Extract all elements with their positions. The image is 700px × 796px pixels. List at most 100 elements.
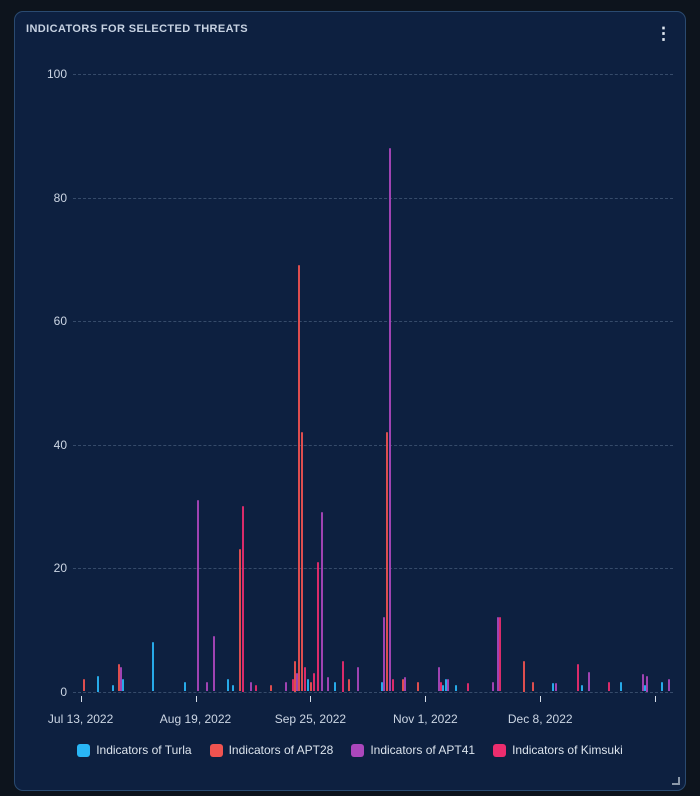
bar-apt41[interactable]	[496, 617, 499, 692]
bar-apt41[interactable]	[446, 679, 449, 692]
legend-label-apt28: Indicators of APT28	[228, 743, 334, 757]
x-axis-tick-3	[425, 695, 427, 702]
bar-turla[interactable]	[380, 682, 383, 692]
bar-turla[interactable]	[121, 679, 124, 692]
bar-kimsuki[interactable]	[292, 679, 295, 692]
bar-apt41[interactable]	[284, 682, 287, 692]
panel-title: INDICATORS FOR SELECTED THREATS	[26, 23, 249, 35]
bar-apt41[interactable]	[554, 683, 557, 692]
kimsuki-swatch-icon	[493, 743, 507, 757]
x-axis-label-0: Jul 13, 2022	[47, 712, 114, 726]
bar-apt28[interactable]	[347, 679, 350, 692]
bar-turla[interactable]	[111, 685, 114, 692]
corner-resize-icon[interactable]	[672, 777, 680, 785]
x-axis-label-4: Dec 8, 2022	[507, 712, 573, 726]
bar-kimsuki[interactable]	[498, 617, 501, 692]
bar-apt41[interactable]	[383, 617, 386, 692]
bar-apt28[interactable]	[531, 682, 534, 692]
kebab-menu-icon[interactable]: ⋮	[655, 24, 672, 43]
bar-turla[interactable]	[643, 685, 646, 692]
bar-apt41[interactable]	[667, 679, 670, 692]
x-axis-tick-5	[655, 695, 657, 702]
bar-apt41[interactable]	[250, 682, 253, 692]
bar-turla[interactable]	[227, 679, 230, 692]
x-axis-label-1: Aug 19, 2022	[159, 712, 232, 726]
bar-apt41[interactable]	[296, 672, 299, 692]
bar-kimsuki[interactable]	[342, 660, 345, 692]
bar-kimsuki[interactable]	[316, 561, 319, 692]
bar-apt28[interactable]	[82, 679, 85, 692]
bar-apt28[interactable]	[238, 549, 241, 692]
y-axis-label-20: 20	[53, 561, 67, 575]
y-axis-label-80: 80	[53, 190, 67, 205]
bar-kimsuki[interactable]	[466, 683, 469, 692]
bar-kimsuki[interactable]	[439, 681, 442, 692]
bar-apt41[interactable]	[642, 674, 645, 692]
gridline-y-100	[73, 74, 673, 75]
y-axis-label-40: 40	[53, 437, 67, 452]
bar-kimsuki[interactable]	[255, 685, 258, 692]
legend-label-kimsuki: Indicators of Kimsuki	[512, 743, 623, 757]
legend-item-apt28[interactable]: Indicators of APT28	[209, 743, 334, 757]
legend-label-turla: Indicators of Turla	[96, 743, 192, 757]
gridline-y-60	[73, 321, 673, 322]
legend-item-kimsuki[interactable]: Indicators of Kimsuki	[493, 743, 623, 757]
bar-turla[interactable]	[580, 685, 583, 692]
bar-turla[interactable]	[306, 679, 309, 692]
apt41-swatch-icon	[351, 743, 365, 757]
bar-turla[interactable]	[442, 685, 445, 692]
x-axis-tick-1	[195, 695, 197, 702]
gridline-y-0	[73, 691, 673, 693]
bar-apt41[interactable]	[492, 682, 495, 692]
bar-apt41[interactable]	[388, 148, 391, 692]
bar-apt28[interactable]	[297, 265, 300, 692]
chart-legend: Indicators of Turla Indicators of APT28 …	[15, 743, 685, 757]
bar-turla[interactable]	[333, 682, 336, 692]
bar-apt28[interactable]	[118, 663, 121, 692]
bar-apt28[interactable]	[523, 660, 526, 692]
chart-plot: 0 20 40 60 80 100 Jul 13, 2022 Aug 19, 2022 Sep …	[15, 12, 685, 790]
bar-kimsuki[interactable]	[392, 679, 395, 692]
x-axis-label-3: Nov 1, 2022	[392, 712, 458, 726]
bar-turla[interactable]	[151, 642, 154, 692]
y-axis-label-100: 100	[46, 67, 67, 81]
bar-turla[interactable]	[660, 682, 663, 692]
bar-turla[interactable]	[619, 682, 622, 692]
bar-turla[interactable]	[551, 683, 554, 692]
bar-turla[interactable]	[232, 685, 235, 692]
bar-apt41[interactable]	[356, 666, 359, 692]
bar-apt41[interactable]	[196, 500, 199, 692]
bar-turla[interactable]	[444, 679, 447, 692]
turla-swatch-icon	[77, 743, 91, 757]
bar-apt41[interactable]	[403, 677, 406, 692]
x-axis-tick-0	[80, 695, 82, 702]
bar-kimsuki[interactable]	[242, 506, 245, 692]
bar-kimsuki[interactable]	[303, 666, 306, 692]
bar-turla[interactable]	[183, 682, 186, 692]
bar-apt41[interactable]	[587, 672, 590, 692]
bar-apt28[interactable]	[416, 682, 419, 692]
bar-apt28[interactable]	[269, 685, 272, 692]
bar-apt41[interactable]	[119, 666, 122, 692]
bar-apt41[interactable]	[646, 676, 649, 692]
bar-turla[interactable]	[455, 685, 458, 692]
legend-item-apt41[interactable]: Indicators of APT41	[351, 743, 475, 757]
bar-apt41[interactable]	[326, 677, 329, 692]
bar-apt41[interactable]	[205, 682, 208, 692]
bar-apt28[interactable]	[310, 682, 313, 692]
bar-apt41[interactable]	[437, 666, 440, 692]
bar-apt28[interactable]	[301, 432, 304, 692]
bar-apt28[interactable]	[401, 679, 404, 692]
bar-kimsuki[interactable]	[607, 682, 610, 692]
apt28-swatch-icon	[209, 743, 223, 757]
bar-kimsuki[interactable]	[312, 672, 315, 692]
bar-kimsuki[interactable]	[576, 664, 579, 692]
bar-apt28[interactable]	[293, 660, 296, 692]
bar-apt41[interactable]	[320, 512, 323, 692]
bar-apt28[interactable]	[385, 432, 388, 692]
bar-turla[interactable]	[96, 676, 99, 692]
y-axis-label-60: 60	[53, 314, 67, 328]
x-axis-tick-2	[310, 695, 312, 702]
legend-item-turla[interactable]: Indicators of Turla	[77, 743, 192, 757]
bar-apt41[interactable]	[212, 635, 215, 692]
